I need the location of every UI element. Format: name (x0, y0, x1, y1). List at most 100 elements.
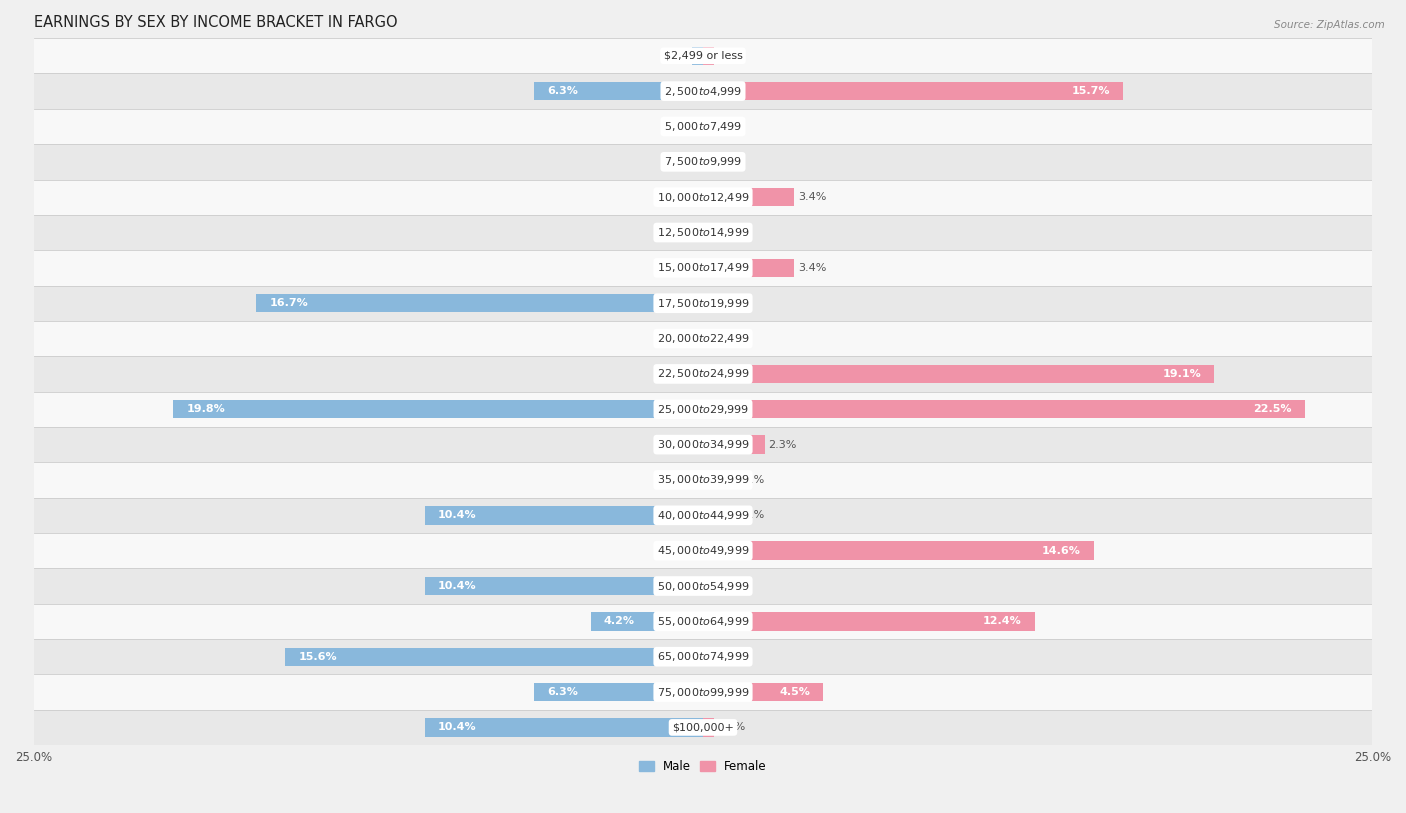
Bar (34, 109, 1372, 144)
Bar (692, 46, 703, 65)
Bar (703, 436, 765, 454)
Text: $25,000 to $29,999: $25,000 to $29,999 (657, 402, 749, 415)
Text: $2,499 or less: $2,499 or less (664, 50, 742, 61)
Text: 0.0%: 0.0% (717, 121, 747, 132)
Bar (692, 224, 703, 241)
Text: 19.1%: 19.1% (1163, 369, 1201, 379)
Bar (703, 329, 714, 348)
Text: 0.0%: 0.0% (717, 652, 747, 662)
Text: 0.0%: 0.0% (659, 475, 689, 485)
Bar (703, 506, 733, 524)
Text: $5,000 to $7,499: $5,000 to $7,499 (664, 120, 742, 133)
Text: 10.4%: 10.4% (437, 723, 477, 733)
Text: 15.6%: 15.6% (298, 652, 337, 662)
Text: 12.4%: 12.4% (983, 616, 1022, 626)
Text: $55,000 to $64,999: $55,000 to $64,999 (657, 615, 749, 628)
Bar (703, 718, 714, 737)
Text: 19.8%: 19.8% (186, 404, 225, 415)
Bar (703, 153, 714, 171)
Bar (34, 568, 1372, 604)
Text: 14.6%: 14.6% (1042, 546, 1081, 555)
Bar (425, 506, 703, 524)
Text: $10,000 to $12,499: $10,000 to $12,499 (657, 191, 749, 204)
Bar (34, 180, 1372, 215)
Text: 0.0%: 0.0% (717, 157, 747, 167)
Text: $12,500 to $14,999: $12,500 to $14,999 (657, 226, 749, 239)
Legend: Male, Female: Male, Female (634, 755, 772, 778)
Bar (703, 576, 714, 595)
Text: $65,000 to $74,999: $65,000 to $74,999 (657, 650, 749, 663)
Text: 4.5%: 4.5% (779, 687, 810, 697)
Text: 10.4%: 10.4% (437, 581, 477, 591)
Bar (34, 639, 1372, 675)
Bar (34, 144, 1372, 180)
Bar (703, 82, 1123, 100)
Text: 22.5%: 22.5% (1254, 404, 1292, 415)
Bar (591, 612, 703, 631)
Text: Source: ZipAtlas.com: Source: ZipAtlas.com (1274, 20, 1385, 30)
Bar (285, 647, 703, 666)
Bar (703, 400, 1306, 419)
Bar (534, 683, 703, 702)
Bar (703, 647, 714, 666)
Text: $20,000 to $22,499: $20,000 to $22,499 (657, 332, 749, 345)
Text: 0.0%: 0.0% (659, 192, 689, 202)
Bar (692, 471, 703, 489)
Text: EARNINGS BY SEX BY INCOME BRACKET IN FARGO: EARNINGS BY SEX BY INCOME BRACKET IN FAR… (34, 15, 396, 30)
Text: 0.0%: 0.0% (717, 333, 747, 344)
Bar (692, 541, 703, 560)
Text: 0.0%: 0.0% (659, 440, 689, 450)
Bar (703, 612, 1035, 631)
Text: $17,500 to $19,999: $17,500 to $19,999 (657, 297, 749, 310)
Bar (34, 710, 1372, 745)
Text: 6.3%: 6.3% (548, 86, 578, 96)
Text: 0.0%: 0.0% (659, 157, 689, 167)
Bar (692, 329, 703, 348)
Text: 2.3%: 2.3% (769, 440, 797, 450)
Text: 6.3%: 6.3% (548, 687, 578, 697)
Text: $75,000 to $99,999: $75,000 to $99,999 (657, 685, 749, 698)
Bar (425, 576, 703, 595)
Bar (703, 224, 714, 241)
Text: 0.0%: 0.0% (659, 333, 689, 344)
Bar (34, 533, 1372, 568)
Text: 0.0%: 0.0% (717, 298, 747, 308)
Bar (34, 38, 1372, 73)
Bar (34, 427, 1372, 463)
Bar (34, 498, 1372, 533)
Bar (34, 392, 1372, 427)
Bar (534, 82, 703, 100)
Text: 16.7%: 16.7% (269, 298, 308, 308)
Bar (34, 73, 1372, 109)
Bar (34, 675, 1372, 710)
Bar (703, 259, 794, 277)
Text: 0.0%: 0.0% (717, 723, 747, 733)
Text: 1.1%: 1.1% (737, 475, 765, 485)
Bar (34, 463, 1372, 498)
Text: 0.0%: 0.0% (659, 121, 689, 132)
Text: 10.4%: 10.4% (437, 511, 477, 520)
Bar (692, 117, 703, 136)
Text: 3.4%: 3.4% (799, 192, 827, 202)
Bar (34, 250, 1372, 285)
Bar (34, 604, 1372, 639)
Bar (425, 718, 703, 737)
Bar (703, 46, 714, 65)
Text: $22,500 to $24,999: $22,500 to $24,999 (657, 367, 749, 380)
Bar (703, 541, 1094, 560)
Text: $30,000 to $34,999: $30,000 to $34,999 (657, 438, 749, 451)
Text: 0.0%: 0.0% (659, 369, 689, 379)
Text: 0.0%: 0.0% (659, 263, 689, 273)
Text: $15,000 to $17,499: $15,000 to $17,499 (657, 261, 749, 274)
Bar (692, 436, 703, 454)
Bar (692, 365, 703, 383)
Bar (703, 188, 794, 207)
Text: 0.0%: 0.0% (717, 581, 747, 591)
Text: $2,500 to $4,999: $2,500 to $4,999 (664, 85, 742, 98)
Text: 3.4%: 3.4% (799, 263, 827, 273)
Text: 0.0%: 0.0% (659, 50, 689, 61)
Bar (703, 117, 714, 136)
Text: 0.0%: 0.0% (717, 228, 747, 237)
Bar (34, 356, 1372, 392)
Text: $45,000 to $49,999: $45,000 to $49,999 (657, 544, 749, 557)
